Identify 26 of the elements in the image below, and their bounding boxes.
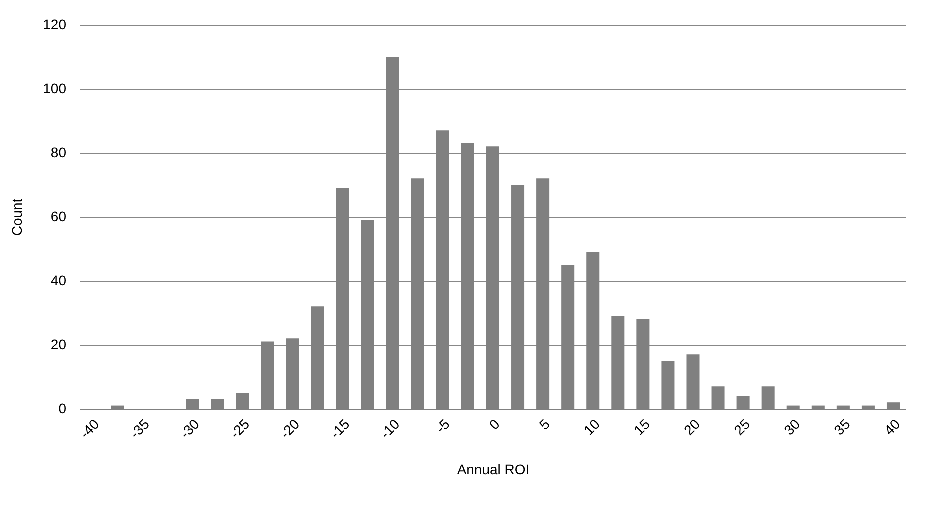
x-tick-label: -10 — [377, 416, 403, 442]
x-tick-label: 40 — [881, 416, 904, 438]
y-tick-label: 80 — [50, 144, 67, 160]
x-tick-label: 25 — [730, 416, 754, 438]
x-tick-label: -40 — [76, 416, 103, 442]
x-tick-label: 30 — [780, 416, 804, 438]
y-axis-title: Count — [9, 198, 26, 236]
x-tick-label: -5 — [432, 416, 453, 436]
y-tick-label: 40 — [50, 272, 67, 288]
x-tick-label: -20 — [277, 416, 303, 442]
x-tick-label: 5 — [536, 416, 554, 433]
x-tick-label: 0 — [486, 416, 504, 433]
y-tick-label: 20 — [50, 336, 67, 352]
x-tick-label: -25 — [226, 416, 253, 442]
y-tick-label: 60 — [50, 208, 67, 224]
y-tick-label: 0 — [58, 400, 67, 416]
x-tick-label: -15 — [327, 416, 353, 442]
x-tick-label: 15 — [630, 416, 654, 438]
x-tick-label: -30 — [176, 416, 203, 442]
y-tick-label: 100 — [43, 80, 67, 96]
x-tick-label: 10 — [580, 416, 604, 438]
x-tick-label: 35 — [830, 416, 854, 438]
y-tick-label: 120 — [43, 16, 67, 32]
x-tick-label: 20 — [680, 416, 704, 438]
x-axis-title: Annual ROI — [457, 462, 530, 478]
x-tick-label: -35 — [126, 416, 153, 442]
